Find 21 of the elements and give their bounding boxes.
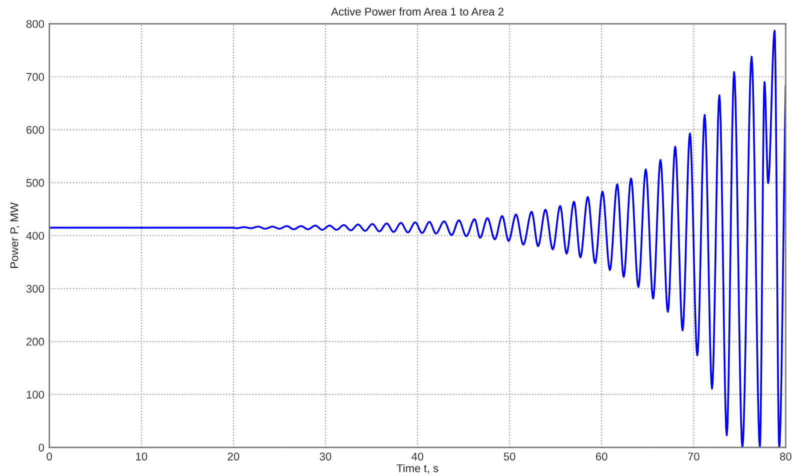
y-tick-label: 200 <box>26 338 44 346</box>
chart-title: Active Power from Area 1 to Area 2 <box>331 7 504 16</box>
x-tick-label: 20 <box>228 452 240 460</box>
y-axis-title: Power P, MW <box>10 202 20 268</box>
x-axis-title: Time t, s <box>396 464 438 474</box>
x-tick-label: 30 <box>320 452 332 460</box>
y-tick-label: 400 <box>26 232 44 240</box>
y-tick-label: 100 <box>26 390 44 399</box>
y-tick-label: 700 <box>26 73 44 81</box>
y-tick-label: 300 <box>26 284 44 293</box>
x-tick-label: 50 <box>504 452 516 460</box>
x-tick-label: 10 <box>136 452 148 460</box>
y-tick-label: 0 <box>38 444 44 452</box>
y-tick-label: 800 <box>26 20 44 28</box>
x-tick-label: 80 <box>780 452 792 460</box>
x-tick-label: 60 <box>596 452 608 460</box>
y-tick-label: 500 <box>26 178 44 187</box>
x-tick-label: 40 <box>412 452 424 460</box>
y-tick-label: 600 <box>26 126 44 134</box>
x-tick-label: 0 <box>46 452 52 460</box>
x-tick-label: 70 <box>688 452 700 460</box>
